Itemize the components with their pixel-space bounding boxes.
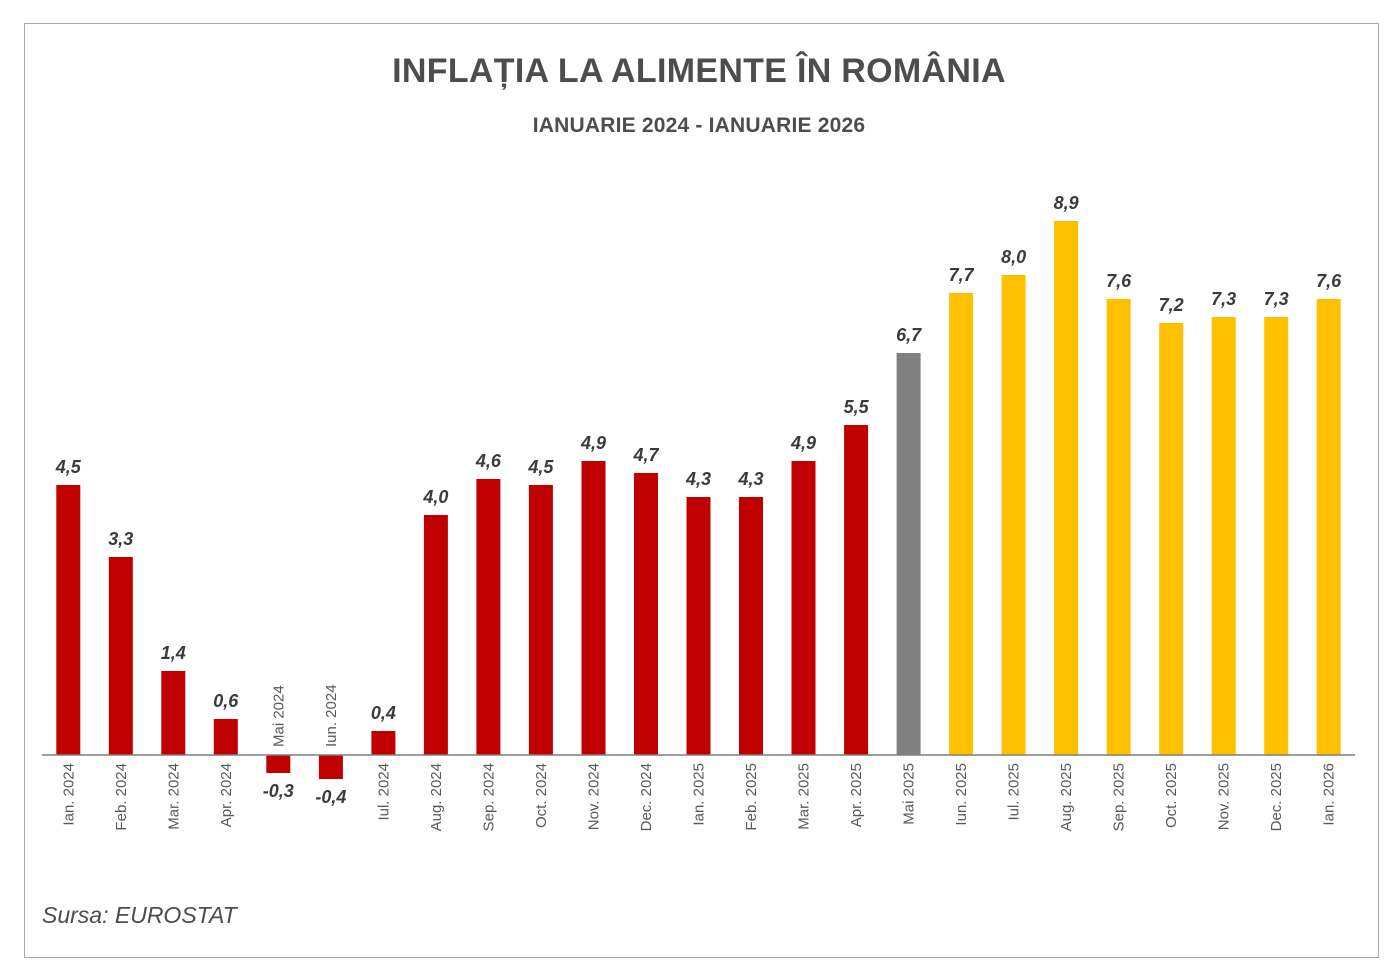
x-tick-label-24: Ian. 2026: [1321, 763, 1338, 826]
x-tick-label-5: Iun. 2024: [323, 684, 340, 747]
bar-17: [949, 293, 974, 755]
bar-24: [1316, 299, 1341, 755]
value-label-17: 7,7: [949, 265, 975, 285]
value-label-8: 4,6: [475, 451, 502, 471]
value-label-19: 8,9: [1054, 193, 1079, 213]
value-label-11: 4,7: [632, 445, 659, 465]
chart-title: INFLAȚIA LA ALIMENTE ÎN ROMÂNIA: [392, 52, 1006, 90]
bar-14: [791, 461, 816, 755]
bar-10: [581, 461, 606, 755]
bar-11: [634, 473, 658, 755]
bar-16: [896, 353, 921, 755]
x-tick-label-6: Iul. 2024: [375, 763, 392, 821]
x-tick-label-22: Nov. 2025: [1216, 763, 1233, 830]
x-tick-label-17: Iun. 2025: [953, 763, 970, 826]
value-label-23: 7,3: [1264, 289, 1289, 309]
bar-18: [1001, 275, 1026, 755]
x-tick-label-9: Oct. 2024: [533, 763, 550, 828]
value-label-21: 7,2: [1159, 295, 1184, 315]
x-tick-label-21: Oct. 2025: [1163, 763, 1180, 828]
x-tick-label-23: Dec. 2025: [1268, 763, 1285, 831]
value-label-13: 4,3: [737, 469, 763, 489]
x-tick-label-12: Ian. 2025: [691, 763, 708, 826]
value-label-5: -0,4: [315, 787, 346, 807]
value-label-7: 4,0: [422, 487, 448, 507]
value-label-12: 4,3: [685, 469, 711, 489]
bar-20: [1106, 299, 1131, 755]
bar-22: [1211, 317, 1236, 755]
chart-subtitle: IANUARIE 2024 - IANUARIE 2026: [532, 114, 866, 137]
x-tick-label-10: Nov. 2024: [586, 763, 603, 830]
bar-13: [739, 497, 763, 755]
bar-3: [213, 719, 238, 755]
bar-21: [1159, 323, 1184, 755]
bar-12: [686, 497, 711, 755]
x-tick-label-20: Sep. 2025: [1111, 763, 1128, 831]
value-label-24: 7,6: [1316, 271, 1342, 291]
x-tick-label-8: Sep. 2024: [480, 763, 497, 831]
bar-9: [528, 485, 553, 755]
x-tick-label-0: Ian. 2024: [60, 763, 77, 826]
x-tick-label-19: Aug. 2025: [1058, 763, 1075, 831]
value-label-15: 5,5: [844, 397, 870, 417]
chart-frame: [24, 23, 1379, 958]
x-tick-label-3: Apr. 2024: [218, 763, 235, 827]
value-label-20: 7,6: [1106, 271, 1132, 291]
value-label-1: 3,3: [108, 529, 133, 549]
value-label-6: 0,4: [371, 703, 396, 723]
bar-15: [844, 425, 869, 755]
x-tick-label-7: Aug. 2024: [428, 763, 445, 831]
bar-7: [423, 515, 448, 755]
value-label-3: 0,6: [213, 691, 239, 711]
x-tick-label-11: Dec. 2024: [638, 763, 655, 831]
bar-2: [161, 671, 186, 755]
x-tick-label-1: Feb. 2024: [113, 763, 130, 831]
value-label-9: 4,5: [527, 457, 554, 477]
value-label-10: 4,9: [580, 433, 606, 453]
value-label-14: 4,9: [790, 433, 816, 453]
bar-19: [1054, 221, 1079, 755]
value-label-0: 4,5: [55, 457, 82, 477]
value-label-4: -0,3: [263, 781, 294, 801]
bar-5: [318, 755, 343, 779]
x-tick-label-13: Feb. 2025: [743, 763, 760, 831]
bar-4: [266, 755, 291, 773]
x-tick-label-18: Iul. 2025: [1006, 763, 1023, 821]
bar-8: [476, 479, 501, 755]
bar-23: [1264, 317, 1289, 755]
x-tick-label-16: Mai 2025: [901, 763, 918, 825]
bar-1: [108, 557, 133, 755]
x-tick-label-4: Mai 2024: [270, 685, 287, 747]
x-tick-label-15: Apr. 2025: [848, 763, 865, 827]
x-tick-label-14: Mar. 2025: [796, 763, 813, 830]
value-label-18: 8,0: [1001, 247, 1026, 267]
value-label-16: 6,7: [896, 325, 922, 345]
bar-0: [56, 485, 81, 755]
value-label-22: 7,3: [1211, 289, 1236, 309]
value-label-2: 1,4: [161, 643, 186, 663]
x-tick-label-2: Mar. 2024: [165, 763, 182, 830]
source-note: Sursa: EUROSTAT: [42, 902, 237, 928]
bar-6: [371, 731, 396, 755]
